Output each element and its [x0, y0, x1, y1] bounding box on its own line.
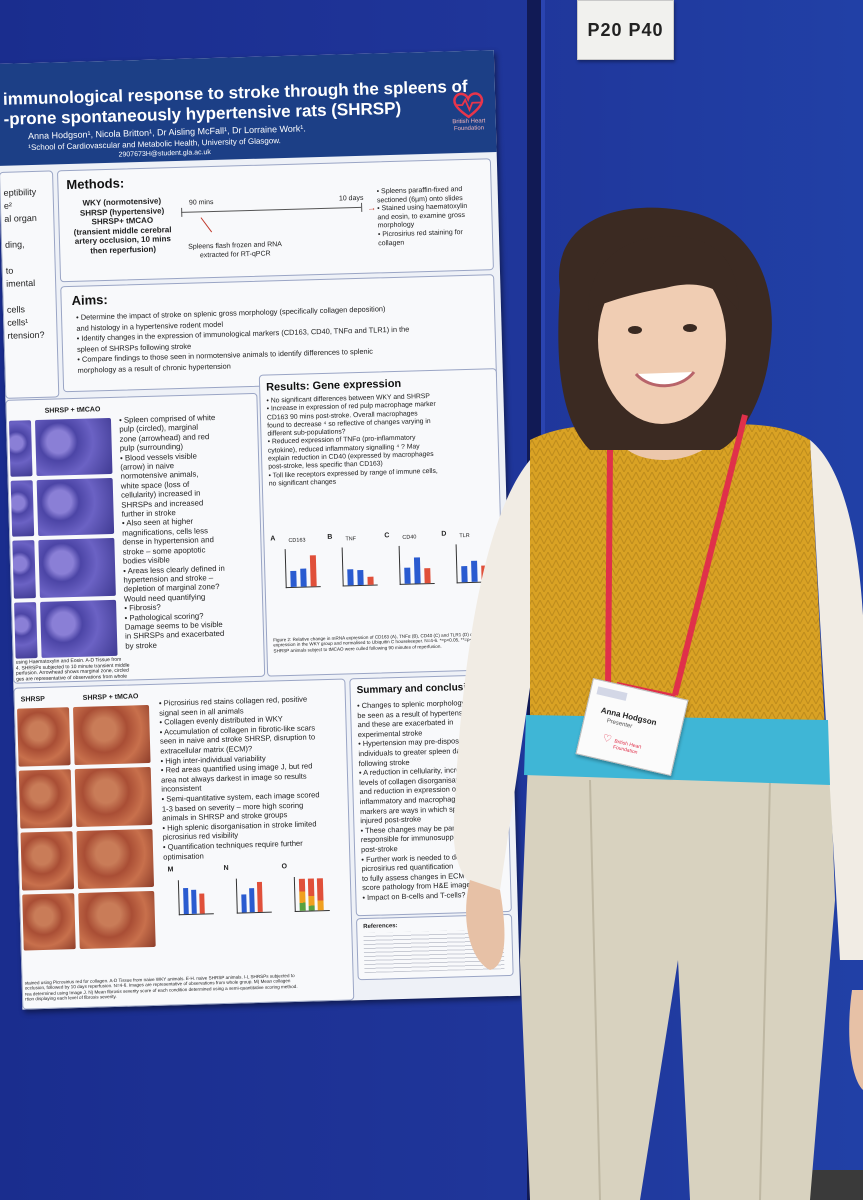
he-image	[34, 417, 113, 477]
heart-pulse-icon	[453, 92, 484, 119]
bhf-logo: British Heart Foundation	[445, 90, 493, 147]
gene-chart-axes	[284, 548, 321, 589]
collagen-image	[17, 707, 71, 767]
histology-text: • Spleen comprised of white pulp (circle…	[118, 413, 225, 651]
collagen-image	[74, 766, 153, 828]
he-image	[36, 477, 115, 537]
he-column-label: SHRSP + tMCAO	[44, 406, 101, 415]
aims-text: • Determine the impact of stroke on sple…	[75, 304, 410, 375]
gene-chart-axes	[341, 546, 378, 587]
left-sleeve	[453, 460, 540, 893]
intro-fragment-text: eptibility e² al organ ding, to imental …	[3, 186, 45, 341]
gene-bar	[357, 570, 364, 586]
aims-heading: Aims:	[71, 291, 108, 308]
collagen-box: SHRSP SHRSP + tMCAO • Picrosirius red st…	[13, 678, 355, 1010]
methods-groups: WKY (normotensive) SHRSP (hypertensive) …	[73, 196, 172, 255]
intro-fragment-box: eptibility e² al organ ding, to imental …	[0, 170, 60, 399]
face	[598, 256, 726, 424]
time-10-days: 10 days	[338, 194, 364, 203]
collagen-image	[20, 831, 75, 891]
gene-bar	[413, 557, 421, 584]
he-image	[40, 599, 118, 658]
gene-bar	[404, 567, 411, 584]
right-hand	[849, 990, 863, 1090]
he-image	[8, 420, 33, 477]
gene-heading: Results: Gene expression	[265, 377, 402, 394]
smile	[634, 371, 696, 388]
he-image	[10, 480, 35, 537]
collagen-image	[78, 890, 156, 950]
gene-chart-title: CD40	[402, 534, 417, 541]
trousers	[520, 760, 835, 1200]
collagen-text: • Picrosirius red stains collagen red, p…	[158, 694, 320, 862]
poster-header: immunological response to stroke through…	[0, 50, 497, 166]
fringe	[588, 236, 739, 310]
gene-bar	[290, 570, 297, 587]
gene-bar	[424, 568, 431, 584]
gene-bar	[367, 576, 374, 585]
badge-logo-strip	[596, 686, 628, 701]
gene-chart-axes	[398, 544, 435, 585]
gene-panel-label: B	[327, 533, 333, 541]
he-image	[38, 537, 116, 598]
timeline-tick-end	[361, 202, 363, 212]
collagen-panel-m: M	[167, 866, 174, 874]
badge-heart-icon: ♡	[601, 732, 613, 746]
bhf-logo-text: British Heart Foundation	[452, 118, 486, 133]
board-number-card: P20 P40	[577, 0, 674, 60]
collagen-chart-o	[293, 876, 330, 912]
time-90-mins: 90 mins	[188, 198, 214, 207]
gene-chart-title: TNF	[345, 536, 357, 543]
gene-bar	[347, 568, 354, 586]
left-eye	[628, 326, 642, 334]
left-hand	[466, 880, 505, 970]
research-poster: immunological response to stroke through…	[0, 50, 521, 1010]
collagen-panel-o: O	[281, 863, 288, 871]
gene-panel-label: A	[270, 535, 276, 543]
methods-heading: Methods:	[66, 175, 125, 193]
timeline-tick-start	[181, 207, 183, 217]
he-image	[14, 602, 38, 659]
lanyard-right	[672, 414, 748, 696]
badge-logo-text: British Heart Foundation	[612, 738, 642, 756]
references-heading: References:	[363, 923, 398, 931]
collagen-image	[22, 893, 76, 951]
collagen-image	[72, 704, 151, 766]
gene-text: • No significant differences between WKY…	[266, 393, 438, 488]
histology-box: SHRSP + tMCAO • Spleen comprised of whit…	[5, 392, 266, 684]
lanyard-left	[605, 449, 613, 691]
right-sleeve	[810, 440, 863, 960]
poster-email: 2907673H@student.gla.ac.uk	[118, 149, 211, 159]
he-image	[12, 540, 36, 599]
rna-arrow	[200, 217, 213, 233]
histology-caption: using Haematoxylin and Eosin. A-D Tissue…	[15, 656, 130, 683]
gene-chart-title: CD163	[288, 537, 306, 545]
collagen-image	[18, 769, 73, 829]
collagen-image	[76, 828, 155, 890]
gene-bar	[309, 555, 317, 587]
collagen-chart-m	[177, 879, 214, 916]
gene-panel-label: C	[384, 532, 390, 540]
right-eye	[683, 324, 697, 332]
collagen-chart-n	[235, 877, 272, 914]
gene-bar	[300, 568, 307, 587]
collagen-col-label-2: SHRSP + tMCAO	[82, 693, 139, 702]
methods-box: Methods: WKY (normotensive) SHRSP (hyper…	[56, 158, 494, 283]
timeline-line	[181, 206, 362, 213]
timeline-arrow-icon: →	[367, 202, 377, 213]
collagen-caption: stained using Picrosirius red for collag…	[24, 973, 298, 1002]
collagen-panel-n: N	[223, 864, 229, 872]
collagen-col-label-1: SHRSP	[20, 695, 45, 704]
methods-rna: Spleens flash frozen and RNA extracted f…	[188, 241, 283, 259]
